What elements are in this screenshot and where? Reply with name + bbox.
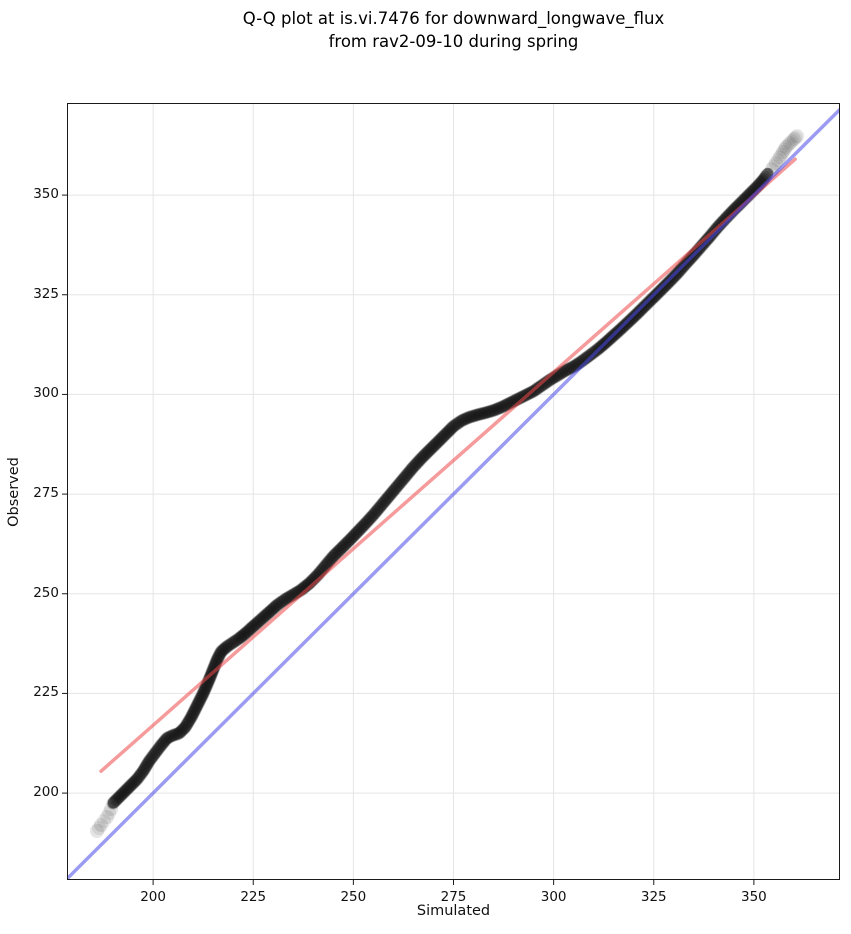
y-axis-label: Observed bbox=[6, 457, 22, 527]
y-tick-label: 275 bbox=[33, 485, 59, 502]
chart-title: Q-Q plot at is.vi.7476 for downward_long… bbox=[242, 9, 665, 51]
x-axis-label: Simulated bbox=[416, 903, 491, 919]
y-tick-label: 250 bbox=[33, 584, 59, 601]
y-tick-label: 300 bbox=[33, 385, 59, 402]
y-tick-label: 225 bbox=[33, 684, 59, 701]
x-tick-label: 200 bbox=[140, 889, 166, 905]
fit-line bbox=[99, 157, 797, 773]
identity-line bbox=[67, 106, 840, 880]
x-tick-label: 300 bbox=[540, 889, 567, 905]
x-tick-label: 225 bbox=[240, 889, 267, 905]
x-tick-label: 350 bbox=[740, 889, 767, 905]
x-tick-label: 250 bbox=[340, 889, 367, 905]
x-tick-label: 275 bbox=[440, 889, 467, 905]
y-tick-label: 350 bbox=[33, 186, 59, 203]
x-tick-label: 325 bbox=[640, 889, 667, 905]
y-tick-label: 325 bbox=[33, 285, 59, 302]
y-tick-label: 200 bbox=[33, 784, 59, 801]
data-layer bbox=[67, 106, 840, 880]
axes-spines bbox=[67, 103, 840, 880]
plot-area bbox=[62, 103, 840, 885]
